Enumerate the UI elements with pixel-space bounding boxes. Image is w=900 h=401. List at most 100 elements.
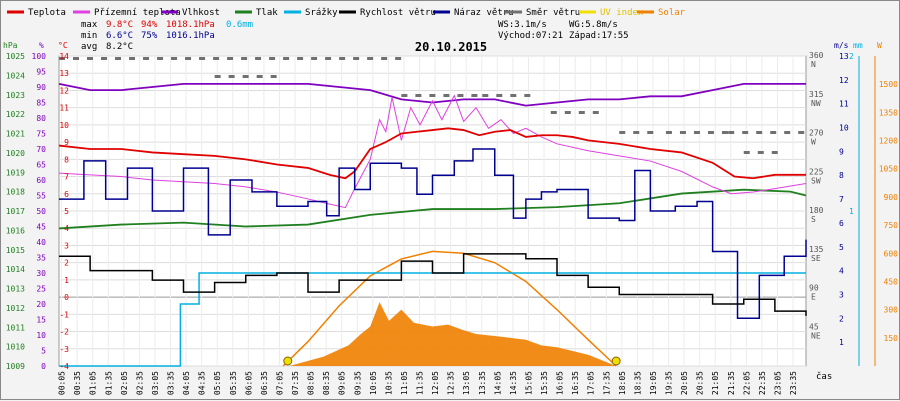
wind-direction-mark (457, 94, 464, 97)
w-axis-unit: W (877, 41, 882, 50)
wind-direction-mark (401, 94, 408, 97)
wind-direction-mark (325, 57, 332, 60)
direction-tick-label: 90 (809, 284, 819, 293)
direction-tick-name: W (811, 138, 816, 147)
wind-direction-mark (647, 131, 654, 134)
pressure-line (58, 188, 807, 230)
ms-tick-label: 11 (839, 100, 849, 109)
x-tick-label: 13:05 (462, 371, 471, 395)
wind-direction-mark (471, 94, 478, 97)
wind-direction-mark (482, 94, 489, 97)
legend-label-dew_point: Přízemní teplota (94, 8, 181, 18)
wind-direction-mark (679, 131, 686, 134)
x-tick-label: 05:35 (229, 371, 238, 395)
ms-axis-unit: m/s (834, 41, 849, 50)
pct-tick-label: 20 (36, 300, 46, 309)
wind-direction-mark (199, 57, 206, 60)
x-tick-label: 21:05 (711, 371, 720, 395)
temp-tick-label: 5 (64, 207, 69, 216)
x-tick-label: 11:35 (416, 371, 425, 395)
hpa-tick-label: 1019 (6, 168, 25, 177)
ms-tick-label: 1 (839, 338, 844, 347)
x-tick-label: 10:05 (369, 371, 378, 395)
w-tick-label: 750 (884, 221, 899, 230)
x-tick-label: 01:35 (104, 371, 113, 395)
hpa-tick-label: 1020 (6, 149, 25, 158)
wind-direction-mark (241, 57, 248, 60)
hpa-tick-label: 1013 (6, 285, 25, 294)
x-tick-label: 14:35 (509, 371, 518, 395)
legend-label-wind_gust: Náraz větru (454, 8, 514, 18)
wind-direction-mark (510, 94, 517, 97)
w-tick-label: 450 (884, 277, 899, 286)
wind-direction-mark (129, 57, 136, 60)
temp-tick-label: 11 (59, 104, 69, 113)
wind-direction-mark (756, 131, 763, 134)
wind-direction-mark (770, 131, 777, 134)
x-tick-label: 04:35 (198, 371, 207, 395)
wind-direction-mark (693, 131, 700, 134)
x-tick-label: 22:35 (758, 371, 767, 395)
wind-direction-mark (228, 75, 235, 78)
x-tick-label: 16:05 (556, 371, 565, 395)
mm-tick-label: 1 (849, 207, 854, 216)
wind-direction-mark (564, 111, 571, 114)
wind-direction-mark (367, 57, 374, 60)
x-tick-label: 08:05 (307, 371, 316, 395)
wind-direction-mark (270, 75, 277, 78)
x-axis-label: čas (816, 371, 832, 382)
direction-tick-name: E (811, 293, 816, 302)
pct-tick-label: 75 (36, 130, 46, 139)
wind-direction-mark (524, 94, 531, 97)
wind-direction-mark (592, 111, 599, 114)
x-tick-label: 04:05 (182, 371, 191, 395)
pct-tick-label: 95 (36, 68, 46, 77)
wind-direction-mark (185, 57, 192, 60)
hpa-tick-label: 1009 (6, 362, 25, 371)
x-tick-label: 03:05 (151, 371, 160, 395)
pct-tick-label: 15 (36, 316, 46, 325)
direction-tick-name: NW (811, 99, 821, 108)
dew-point-line (58, 94, 807, 209)
pct-tick-label: 55 (36, 192, 46, 201)
direction-tick-name: N (811, 60, 816, 69)
wind-gust-info: WG:5.8m/s (569, 20, 618, 30)
wind-direction-mark (381, 57, 388, 60)
wind-direction-mark (255, 57, 262, 60)
x-tick-label: 12:05 (431, 371, 440, 395)
ms-tick-label: 10 (839, 124, 849, 133)
humidity-line (58, 83, 806, 107)
wind-gust-line (59, 148, 807, 320)
pct-tick-label: 45 (36, 223, 46, 232)
temp-tick-label: 8 (64, 155, 69, 164)
x-tick-label: 22:05 (742, 371, 751, 395)
legend-label-precipitation: Srážky (305, 8, 338, 18)
wind-direction-mark (59, 57, 65, 60)
wind-direction-mark (784, 131, 791, 134)
wind-direction-mark (578, 111, 585, 114)
wind-direction-mark (256, 75, 263, 78)
solar-max-line (282, 250, 617, 367)
stats-min-label: min (81, 31, 97, 41)
temp-tick-label: 13 (59, 69, 69, 78)
wind-direction-mark (728, 131, 735, 134)
pct-tick-label: 0 (41, 362, 46, 371)
line-series (58, 83, 807, 367)
pct-tick-label: 100 (32, 52, 47, 61)
stats-min-temp: 6.6°C (106, 31, 133, 41)
x-tick-label: 19:05 (649, 371, 658, 395)
stats-min-press: 1016.1hPa (166, 31, 215, 41)
sun-marker (611, 356, 621, 366)
x-tick-label: 18:35 (633, 371, 642, 395)
wind-direction-mark (550, 111, 557, 114)
pct-tick-label: 70 (36, 145, 46, 154)
wind-direction-mark (297, 57, 304, 60)
solar-radiation-area (289, 302, 617, 366)
x-tick-label: 08:35 (322, 371, 331, 395)
hpa-axis-unit: hPa (3, 41, 18, 50)
x-tick-label: 18:05 (618, 371, 627, 395)
wind-direction-mark (311, 57, 318, 60)
wind-direction-mark (771, 151, 778, 154)
sunrise-info: Východ:07:21 (498, 31, 563, 41)
